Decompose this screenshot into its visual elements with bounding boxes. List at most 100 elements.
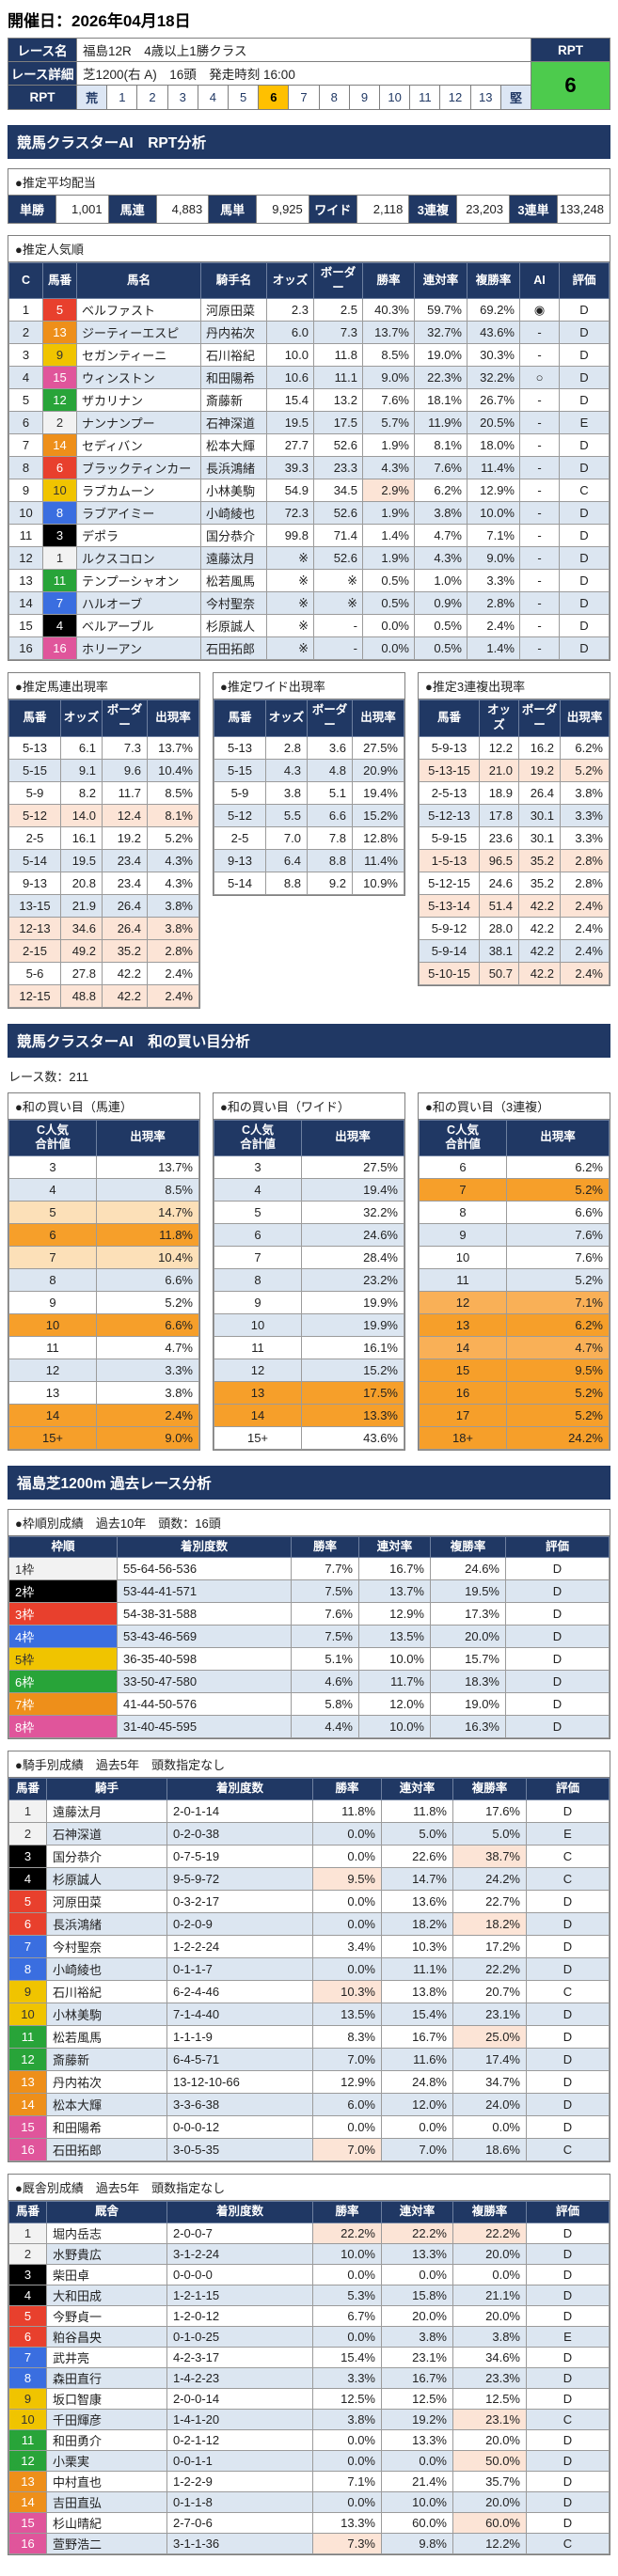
- odds-cell: 6.1: [60, 735, 103, 760]
- horse-number-cell: 15: [42, 366, 77, 390]
- sum-cell: 10: [214, 1312, 302, 1337]
- odds-cell: 8.2: [60, 780, 103, 805]
- table-row: 15+ 9.0%: [8, 1425, 199, 1450]
- odds-cell: 12.2: [479, 735, 519, 760]
- eval-cell: C: [526, 1980, 610, 2003]
- border-cell: 26.4: [102, 916, 148, 940]
- win-rate-cell: 4.6%: [291, 1670, 359, 1694]
- win-rate-cell: 7.5%: [291, 1579, 359, 1604]
- payout-title: ●推定平均配当: [8, 169, 610, 196]
- eval-cell: D: [505, 1602, 610, 1626]
- table-row: 15 和田陽希 0-0-0-12 0.0% 0.0% 0.0% D: [8, 2115, 610, 2139]
- eval-cell: D: [559, 546, 610, 571]
- record-cell: 0-1-1-7: [166, 1957, 313, 1981]
- ai-mark-cell: -: [519, 614, 560, 638]
- rate-cell: 19.9%: [301, 1312, 404, 1337]
- eval-cell: C: [526, 1845, 610, 1868]
- win-rate-cell: 0.0%: [312, 2428, 382, 2451]
- pair-cell: 5-12: [214, 803, 266, 827]
- jockey-name-cell: 松若風馬: [46, 2025, 167, 2049]
- win-rate-cell: 7.3%: [312, 2532, 382, 2554]
- sum-cell: 8: [419, 1200, 507, 1224]
- ren-rate-cell: 7.6%: [414, 456, 467, 480]
- jockey-name-cell: 長浜鴻緒: [46, 1912, 167, 1936]
- record-cell: 0-0-0-12: [166, 2115, 313, 2139]
- eval-cell: D: [526, 2284, 610, 2306]
- win-rate-cell: 6.0%: [312, 2093, 382, 2116]
- fuku-rate-cell: 18.0%: [467, 433, 520, 458]
- record-cell: 0-0-1-1: [166, 2449, 313, 2472]
- eval-cell: D: [526, 2511, 610, 2534]
- ren-rate-cell: 18.1%: [414, 388, 467, 413]
- win-rate-cell: 0.0%: [312, 2490, 382, 2513]
- frame-cell: 2枠: [8, 1579, 118, 1604]
- win-rate-cell: 0.0%: [312, 1890, 382, 1913]
- odds-cell: 99.8: [266, 524, 314, 548]
- umaren-appearance-box: ●推定馬連出現率 馬番 オッズ ボーダー 出現率 5-13 6.1 7.3 13.7% 5-1…: [8, 672, 200, 1009]
- column-header: 評価: [559, 261, 610, 300]
- ren-rate-cell: 16.7%: [358, 1557, 431, 1581]
- rate-cell: 3.8%: [96, 1380, 199, 1405]
- column-header: 馬番: [42, 261, 77, 300]
- horse-number-cell: 7: [42, 591, 77, 616]
- record-cell: 3-1-2-24: [166, 2242, 313, 2265]
- border-cell: 17.5: [313, 411, 363, 435]
- pair-cell: 9-13: [214, 848, 266, 872]
- table-row: 5-13-15 21.0 19.2 5.2%: [419, 758, 610, 782]
- eval-cell: D: [526, 2048, 610, 2071]
- win-rate-cell: 0.0%: [312, 1822, 382, 1846]
- ai-mark-cell: -: [519, 321, 560, 345]
- fuku-rate-cell: 12.5%: [452, 2387, 527, 2410]
- horse-number-cell: 12: [8, 2449, 47, 2472]
- eval-cell: D: [559, 388, 610, 413]
- rate-cell: 8.5%: [96, 1177, 199, 1202]
- horse-number-cell: 4: [8, 1867, 47, 1891]
- odds-cell: 2.8: [265, 735, 308, 760]
- trainer-name-cell: 千田輝彦: [46, 2408, 167, 2430]
- rate-cell: 10.9%: [352, 871, 404, 895]
- fuku-rate-cell: 17.6%: [452, 1799, 527, 1823]
- column-header: 着別度数: [166, 1778, 313, 1800]
- border-cell: -: [313, 614, 363, 638]
- rate-cell: 12.8%: [352, 825, 404, 850]
- table-row: 8枠 31-40-45-595 4.4% 10.0% 16.3% D: [8, 1715, 610, 1739]
- fuku-rate-cell: 22.2%: [452, 2222, 527, 2244]
- rank-cell: 11: [8, 524, 43, 548]
- record-cell: 1-2-2-24: [166, 1935, 313, 1958]
- ren-rate-cell: 13.5%: [358, 1625, 431, 1649]
- jockey-name-cell: 国分恭介: [200, 524, 267, 548]
- fuku-rate-cell: 24.2%: [452, 1867, 527, 1891]
- wa-wide-box: ●和の買い目（ワイド） C人気 合計値 出現率 3 27.5% 4 19.4% 5 32.2…: [213, 1092, 405, 1451]
- section-title-past-analysis: 福島芝1200m 過去レース分析: [8, 1465, 610, 1500]
- odds-cell: 20.8: [60, 871, 103, 895]
- rank-cell: 16: [8, 636, 43, 661]
- sum-cell: 3: [8, 1154, 97, 1179]
- jockey-name-cell: 河原田菜: [200, 298, 267, 322]
- rank-cell: 4: [8, 366, 43, 390]
- column-header: 勝率: [312, 2201, 382, 2223]
- table-row: 12 7.1%: [419, 1290, 610, 1314]
- ren-rate-cell: 11.1%: [381, 1957, 453, 1981]
- record-cell: 0-0-0-0: [166, 2263, 313, 2285]
- record-cell: 41-44-50-576: [117, 1692, 292, 1717]
- fuku-rate-cell: 18.2%: [452, 1912, 527, 1936]
- odds-cell: 27.7: [266, 433, 314, 458]
- table-row: 14 吉田直弘 0-1-1-8 0.0% 10.0% 20.0% D: [8, 2490, 610, 2513]
- odds-cell: ※: [266, 636, 314, 661]
- sum-cell: 11: [8, 1335, 97, 1359]
- win-rate-cell: 13.5%: [312, 2003, 382, 2026]
- horse-number-cell: 10: [8, 2003, 47, 2026]
- eval-cell: C: [559, 479, 610, 503]
- rate-cell: 3.3%: [96, 1358, 199, 1382]
- ren-rate-cell: 13.3%: [381, 2242, 453, 2265]
- win-rate-cell: 0.0%: [312, 2449, 382, 2472]
- pair-cell: 5-14: [214, 871, 266, 895]
- table-row: 6 2 ナンナンプー 石神深道 19.5 17.5 5.7% 11.9% 20.5% - E: [8, 411, 610, 435]
- jockey-stats-table: 馬番 騎手 着別度数 勝率 連対率 複勝率 評価 1 遠藤汰月 2-0-1-14 11.8% 11.…: [8, 1778, 610, 2161]
- rate-cell: 6.6%: [506, 1200, 610, 1224]
- fuku-rate-cell: 17.3%: [430, 1602, 506, 1626]
- record-cell: 0-2-0-9: [166, 1912, 313, 1936]
- fuku-rate-cell: 34.6%: [452, 2346, 527, 2368]
- sum-cell: 13: [8, 1380, 97, 1405]
- table-row: 8 小崎綾也 0-1-1-7 0.0% 11.1% 22.2% D: [8, 1957, 610, 1981]
